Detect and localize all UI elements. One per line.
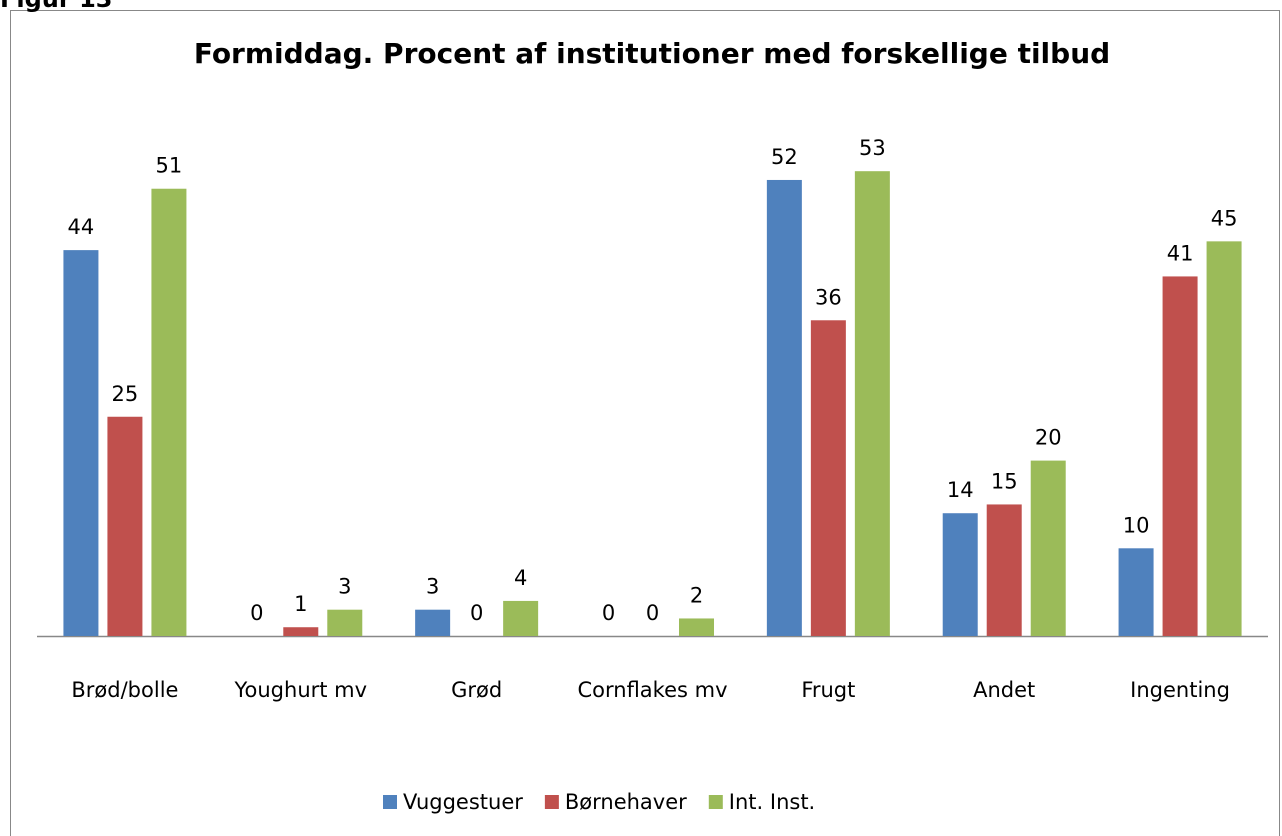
data-label: 0 bbox=[646, 601, 659, 625]
legend-label: Vuggestuer bbox=[403, 790, 523, 814]
chart-border bbox=[10, 10, 1280, 836]
bar bbox=[679, 618, 714, 636]
legend-swatch bbox=[544, 795, 559, 809]
bar bbox=[810, 320, 846, 636]
data-label: 45 bbox=[1211, 206, 1238, 230]
bar bbox=[1030, 460, 1066, 636]
data-label: 14 bbox=[947, 478, 974, 502]
data-label: 0 bbox=[250, 601, 263, 625]
x-tick-label: Cornflakes mv bbox=[577, 678, 728, 702]
data-label: 10 bbox=[1123, 513, 1150, 537]
bar bbox=[327, 609, 363, 636]
data-label: 0 bbox=[602, 601, 615, 625]
data-label: 44 bbox=[68, 215, 95, 239]
x-tick-label: Ingenting bbox=[1130, 678, 1230, 702]
bar bbox=[415, 609, 451, 636]
bar bbox=[283, 627, 319, 636]
data-label: 3 bbox=[426, 575, 439, 599]
data-label: 41 bbox=[1167, 241, 1194, 265]
x-tick-label: Brød/bolle bbox=[71, 678, 179, 702]
legend-label: Børnehaver bbox=[565, 790, 687, 814]
bar bbox=[503, 600, 539, 636]
legend-swatch bbox=[708, 795, 723, 809]
bar bbox=[986, 504, 1022, 636]
chart-title: Formiddag. Procent af institutioner med … bbox=[194, 37, 1110, 70]
data-label: 20 bbox=[1035, 426, 1062, 450]
legend-label: Int. Inst. bbox=[729, 790, 815, 814]
data-label: 36 bbox=[815, 285, 842, 309]
legend-swatch bbox=[383, 795, 397, 809]
bar bbox=[107, 416, 143, 636]
data-label: 25 bbox=[112, 382, 139, 406]
data-label: 1 bbox=[294, 592, 307, 616]
x-tick-label: Andet bbox=[973, 678, 1036, 702]
bar bbox=[942, 513, 978, 636]
data-label: 0 bbox=[470, 601, 483, 625]
bar bbox=[766, 179, 802, 636]
data-label: 53 bbox=[859, 136, 886, 160]
bar bbox=[1206, 241, 1242, 636]
x-tick-label: Frugt bbox=[801, 678, 856, 702]
data-label: 4 bbox=[514, 566, 527, 590]
data-label: 2 bbox=[690, 583, 703, 607]
x-tick-label: Youghurt mv bbox=[234, 678, 368, 702]
data-label: 52 bbox=[771, 145, 798, 169]
bar bbox=[151, 188, 187, 637]
data-label: 15 bbox=[991, 469, 1018, 493]
bar bbox=[63, 250, 99, 636]
figure-label: Figur 13 bbox=[0, 0, 112, 13]
data-label: 3 bbox=[338, 575, 351, 599]
x-tick-label: Grød bbox=[451, 678, 503, 702]
bar bbox=[854, 171, 890, 636]
bar bbox=[1162, 276, 1198, 636]
bar bbox=[1118, 548, 1154, 636]
data-label: 51 bbox=[156, 154, 183, 178]
